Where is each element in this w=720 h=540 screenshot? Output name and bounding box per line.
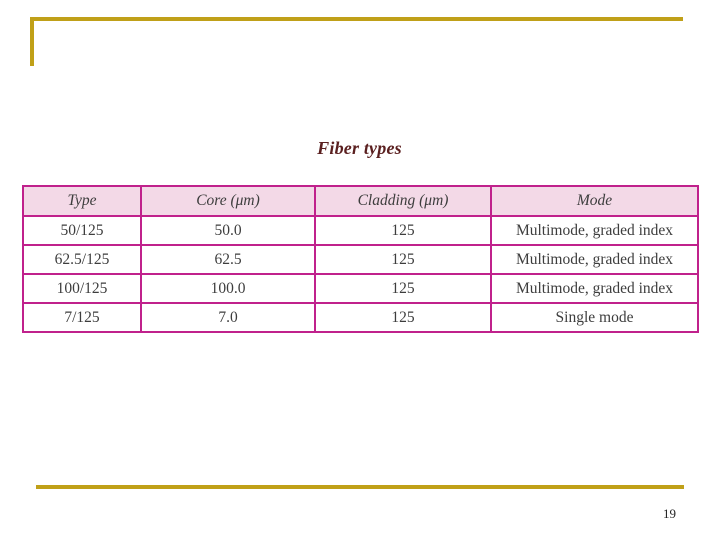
cell-core: 100.0	[140, 273, 316, 304]
cell-cladding: 125	[314, 244, 492, 275]
column-header-type: Type	[22, 185, 142, 217]
cell-cladding: 125	[314, 302, 492, 333]
table-row: 50/125 50.0 125 Multimode, graded index	[22, 215, 699, 246]
cell-mode: Multimode, graded index	[490, 244, 699, 275]
cell-type: 100/125	[22, 273, 142, 304]
cell-mode: Multimode, graded index	[490, 215, 699, 246]
cell-mode: Multimode, graded index	[490, 273, 699, 304]
table-row: 100/125 100.0 125 Multimode, graded inde…	[22, 273, 699, 304]
cell-core: 50.0	[140, 215, 316, 246]
table-header-row: Type Core (μm) Cladding (μm) Mode	[22, 185, 699, 217]
cell-cladding: 125	[314, 273, 492, 304]
cell-cladding: 125	[314, 215, 492, 246]
cell-core: 62.5	[140, 244, 316, 275]
cell-type: 62.5/125	[22, 244, 142, 275]
column-header-core: Core (μm)	[140, 185, 316, 217]
cell-type: 7/125	[22, 302, 142, 333]
fiber-types-table: Type Core (μm) Cladding (μm) Mode 50/125…	[22, 185, 699, 333]
cell-mode: Single mode	[490, 302, 699, 333]
column-header-cladding: Cladding (μm)	[314, 185, 492, 217]
table-row: 62.5/125 62.5 125 Multimode, graded inde…	[22, 244, 699, 275]
top-gold-rule	[30, 17, 683, 21]
left-gold-rule	[30, 17, 34, 66]
cell-core: 7.0	[140, 302, 316, 333]
page-number: 19	[663, 506, 676, 521]
column-header-mode: Mode	[490, 185, 699, 217]
slide-title: Fiber types	[317, 138, 402, 158]
cell-type: 50/125	[22, 215, 142, 246]
bottom-gold-rule	[36, 485, 684, 489]
table-row: 7/125 7.0 125 Single mode	[22, 302, 699, 333]
